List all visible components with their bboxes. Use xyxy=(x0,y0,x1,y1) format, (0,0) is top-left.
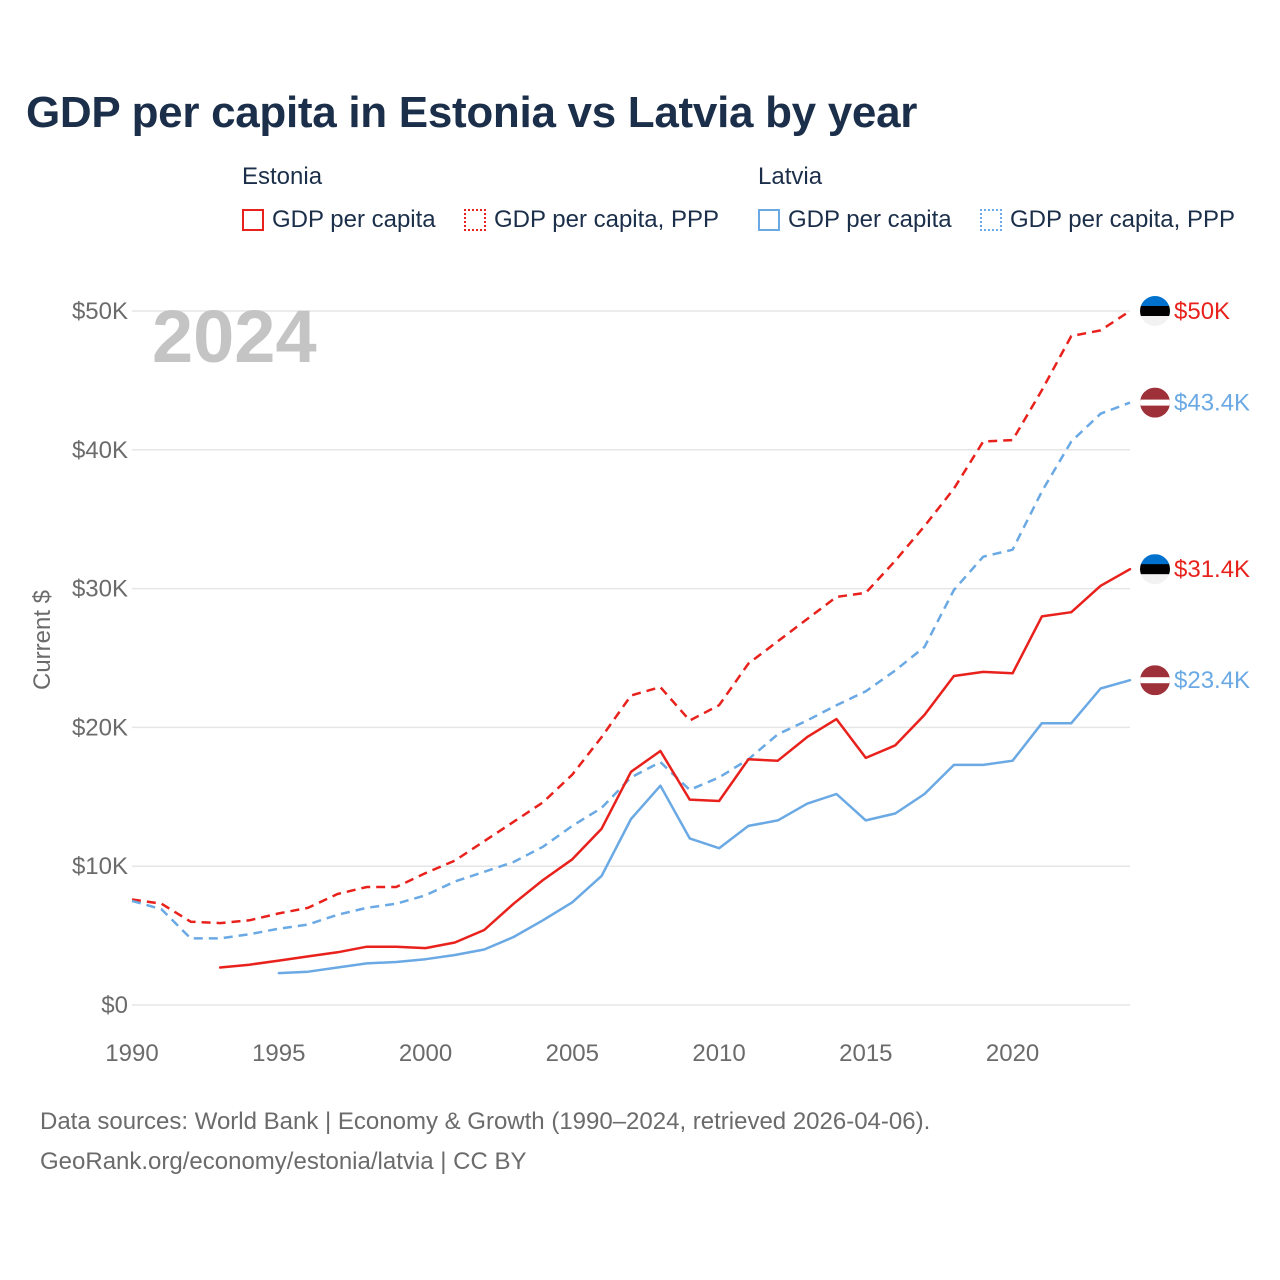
flag-stripe xyxy=(1140,554,1170,565)
y-tick-label: $20K xyxy=(72,714,128,741)
latvia-flag-icon xyxy=(1140,387,1170,418)
legend-swatch-latvia-dotted xyxy=(980,209,1002,231)
series-line[interactable] xyxy=(131,309,1131,925)
legend-item-estonia-ppp[interactable]: GDP per capita, PPP xyxy=(464,205,719,235)
x-tick-label: 2000 xyxy=(399,1040,452,1067)
legend-swatch-estonia-dotted xyxy=(464,209,486,231)
flag-stripe xyxy=(1140,306,1170,317)
series-line[interactable] xyxy=(218,567,1132,969)
x-tick-label: 1995 xyxy=(252,1040,305,1067)
legend-label: GDP per capita, PPP xyxy=(1010,206,1235,233)
end-value-label: $50K xyxy=(1174,298,1230,325)
flag-stripe xyxy=(1140,677,1170,684)
year-watermark: 2024 xyxy=(152,295,317,378)
grid-layer xyxy=(132,310,1130,1006)
x-tick-label: 1990 xyxy=(105,1040,158,1067)
flag-stripe xyxy=(1140,316,1170,326)
end-value-label: $43.4K xyxy=(1174,390,1250,417)
flag-stripe xyxy=(1140,574,1170,585)
chart-title: GDP per capita in Estonia vs Latvia by y… xyxy=(26,88,918,137)
y-tick-label: $50K xyxy=(72,298,128,325)
series-line[interactable] xyxy=(131,401,1131,940)
legend-item-estonia-gdp[interactable]: GDP per capita xyxy=(242,205,436,235)
axis-layer: $0 $10K $20K $30K $40K $50K 1990 1995 2000 2005 20… xyxy=(72,298,1039,1067)
legend-item-latvia-ppp[interactable]: GDP per capita, PPP xyxy=(980,205,1235,235)
legend-label: GDP per capita xyxy=(788,206,952,233)
end-value-label: $23.4K xyxy=(1174,667,1250,694)
flag-stripe xyxy=(1140,399,1170,406)
endmark-layer: $50K $43.4K $31.4K $23.4K xyxy=(1140,296,1250,696)
credit-line[interactable]: GeoRank.org/economy/estonia/latvia | CC … xyxy=(40,1148,527,1175)
series-layer xyxy=(131,309,1132,975)
legend-item-latvia-gdp[interactable]: GDP per capita xyxy=(758,205,952,235)
end-value-label: $31.4K xyxy=(1174,556,1250,583)
y-tick-label: $10K xyxy=(72,853,128,880)
series-line[interactable] xyxy=(277,678,1132,975)
x-tick-label: 2015 xyxy=(839,1040,892,1067)
y-tick-label: $30K xyxy=(72,576,128,603)
flag-stripe xyxy=(1140,564,1170,575)
y-tick-label: $40K xyxy=(72,437,128,464)
y-axis-title: Current $ xyxy=(29,590,56,690)
legend-label: GDP per capita xyxy=(272,206,436,233)
x-tick-label: 2010 xyxy=(692,1040,745,1067)
latvia-flag-icon xyxy=(1140,665,1170,696)
x-tick-label: 2005 xyxy=(546,1040,599,1067)
y-tick-label: $0 xyxy=(101,992,128,1019)
legend-group-latvia: Latvia xyxy=(758,163,823,190)
source-line: Data sources: World Bank | Economy & Gro… xyxy=(40,1108,931,1135)
flag-stripe xyxy=(1140,296,1170,307)
x-tick-label: 2020 xyxy=(986,1040,1039,1067)
estonia-flag-icon xyxy=(1140,296,1170,326)
legend-swatch-estonia-solid xyxy=(242,209,264,231)
legend-swatch-latvia-solid xyxy=(758,209,780,231)
legend-group-estonia: Estonia xyxy=(242,163,323,190)
legend-label: GDP per capita, PPP xyxy=(494,206,719,233)
estonia-flag-icon xyxy=(1140,554,1170,585)
